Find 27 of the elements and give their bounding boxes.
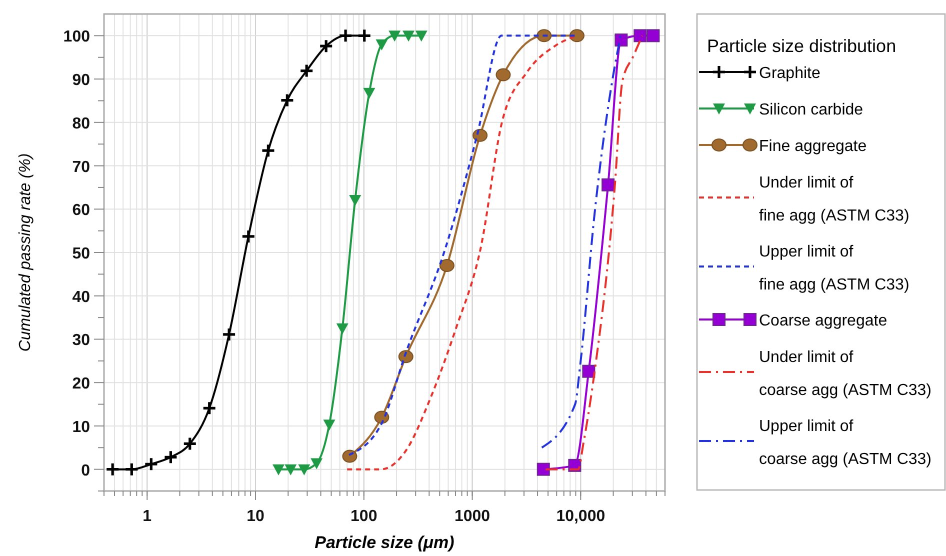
x-tick-label: 1 [142, 508, 152, 525]
legend-label: Upper limit of coarse agg (ASTM C33) [759, 418, 932, 468]
y-tick-label: 30 [72, 332, 90, 350]
legend-label: Under limit of coarse agg (ASTM C33) [759, 349, 932, 399]
legend-label: Upper limit of fine agg (ASTM C33) [759, 244, 910, 294]
y-tick-label: 10 [72, 418, 90, 436]
x-tick-label: 10 [246, 508, 265, 525]
y-tick-label: 90 [72, 72, 90, 90]
legend-label: Under limit of fine agg (ASTM C33) [759, 174, 910, 224]
y-axis-title: Cumulated passing rate (%) [17, 153, 34, 352]
y-tick-label: 100 [63, 28, 90, 46]
legend-label: Fine aggregate [759, 138, 867, 155]
y-tick-label: 0 [81, 462, 90, 480]
legend-label: Coarse aggregate [759, 312, 888, 330]
y-tick-label: 60 [72, 202, 90, 220]
x-axis-title: Particle size (μm) [314, 533, 455, 552]
legend-title: Particle size distribution [707, 36, 896, 56]
y-tick-label: 80 [72, 115, 90, 132]
x-tick-label: 10,000 [556, 508, 606, 525]
y-tick-label: 40 [72, 288, 90, 306]
legend-label: Graphite [759, 65, 820, 82]
y-tick-label: 70 [72, 158, 90, 176]
x-tick-label: 100 [350, 508, 378, 525]
x-tick-label: 1000 [454, 508, 490, 525]
y-tick-label: 20 [72, 376, 90, 393]
legend-label: Silicon carbide [759, 102, 864, 118]
y-tick-label: 50 [72, 246, 90, 262]
